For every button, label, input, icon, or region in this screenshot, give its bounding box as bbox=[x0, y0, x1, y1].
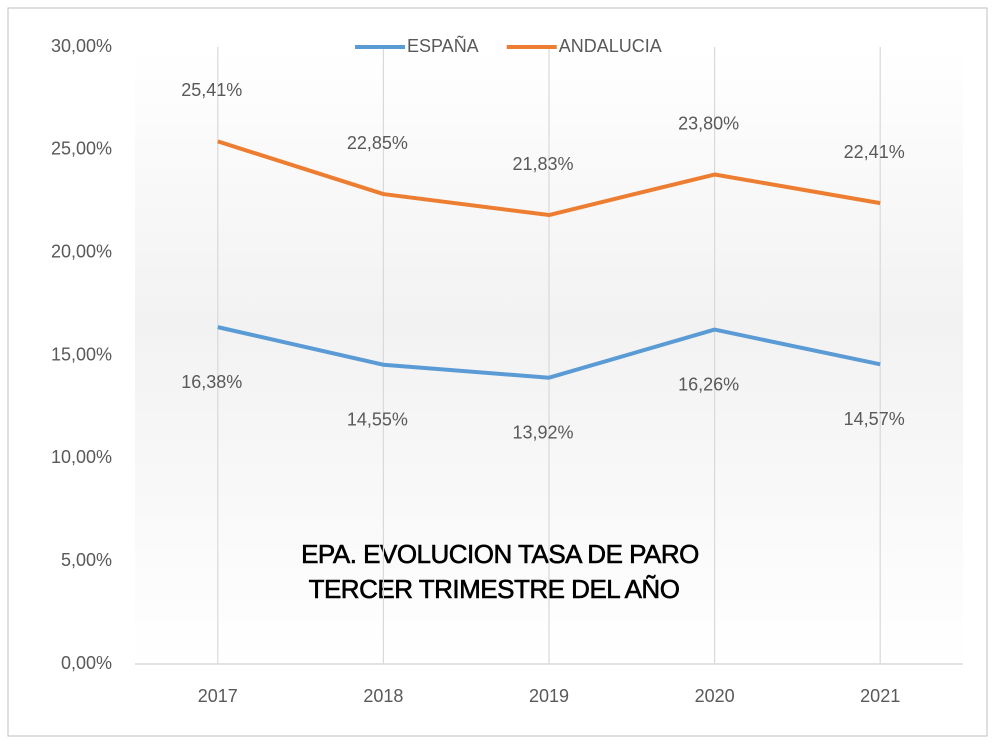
data-label: 23,80% bbox=[678, 113, 739, 133]
data-label: 16,38% bbox=[181, 372, 242, 392]
y-tick-label: 30,00% bbox=[51, 36, 112, 56]
y-tick-label: 0,00% bbox=[61, 653, 112, 673]
series-line bbox=[217, 325, 881, 380]
chart-title: EPA. EVOLUCION TASA DE PARO bbox=[301, 539, 699, 569]
data-label: 22,85% bbox=[347, 133, 408, 153]
x-tick-label: 2021 bbox=[860, 686, 900, 706]
legend-label: ESPAÑA bbox=[407, 35, 479, 56]
data-label: 22,41% bbox=[844, 142, 905, 162]
chart-title: TERCER TRIMESTRE DEL AÑO bbox=[309, 574, 680, 604]
x-tick-label: 2020 bbox=[695, 686, 735, 706]
y-tick-label: 10,00% bbox=[51, 447, 112, 467]
data-label: 14,57% bbox=[844, 409, 905, 429]
y-tick-label: 25,00% bbox=[51, 139, 112, 159]
data-label: 16,26% bbox=[678, 374, 739, 394]
legend-label: ANDALUCIA bbox=[559, 36, 662, 56]
x-tick-label: 2017 bbox=[198, 686, 238, 706]
x-tick-label: 2019 bbox=[529, 686, 569, 706]
y-tick-label: 15,00% bbox=[51, 344, 112, 364]
y-tick-label: 20,00% bbox=[51, 241, 112, 261]
data-label: 25,41% bbox=[181, 80, 242, 100]
x-tick-label: 2018 bbox=[363, 686, 403, 706]
data-label: 13,92% bbox=[512, 422, 573, 442]
series-line bbox=[217, 139, 881, 218]
data-label: 21,83% bbox=[512, 154, 573, 174]
y-tick-label: 5,00% bbox=[61, 550, 112, 570]
data-label: 14,55% bbox=[347, 410, 408, 430]
